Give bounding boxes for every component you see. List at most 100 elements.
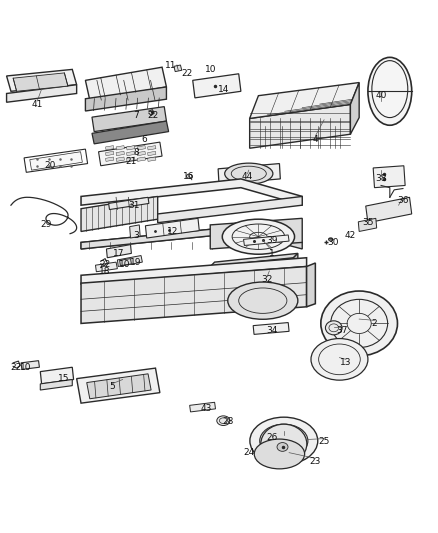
Polygon shape — [116, 157, 124, 161]
Text: 3: 3 — [133, 231, 139, 240]
Polygon shape — [85, 67, 166, 100]
Ellipse shape — [228, 282, 298, 319]
Ellipse shape — [311, 338, 368, 380]
Polygon shape — [120, 259, 131, 265]
Text: 7: 7 — [133, 111, 139, 120]
Polygon shape — [81, 226, 241, 249]
Ellipse shape — [254, 439, 305, 469]
Text: 18: 18 — [99, 267, 111, 276]
Polygon shape — [148, 151, 156, 156]
Text: 39: 39 — [266, 236, 277, 245]
Polygon shape — [250, 83, 359, 118]
Text: 2: 2 — [372, 319, 377, 328]
Polygon shape — [106, 157, 114, 161]
Polygon shape — [81, 266, 307, 324]
Text: 22: 22 — [10, 363, 21, 372]
Text: 10: 10 — [20, 363, 31, 372]
Polygon shape — [244, 235, 289, 246]
Polygon shape — [130, 225, 140, 238]
Text: 10: 10 — [205, 65, 216, 74]
Polygon shape — [137, 151, 145, 156]
Text: 8: 8 — [133, 148, 139, 157]
Polygon shape — [81, 258, 307, 284]
Text: 22: 22 — [148, 111, 159, 120]
Polygon shape — [137, 146, 145, 150]
Polygon shape — [106, 151, 114, 156]
Polygon shape — [373, 166, 405, 188]
Polygon shape — [116, 151, 124, 156]
Polygon shape — [127, 146, 135, 150]
Polygon shape — [218, 164, 280, 184]
Text: 10: 10 — [119, 260, 131, 269]
Polygon shape — [92, 121, 169, 144]
Text: 16: 16 — [183, 172, 194, 181]
Polygon shape — [99, 142, 162, 166]
Polygon shape — [366, 197, 412, 223]
Text: 4: 4 — [313, 135, 318, 144]
Text: 13: 13 — [340, 358, 352, 367]
Polygon shape — [21, 361, 39, 369]
Text: 1: 1 — [268, 249, 275, 258]
Text: 42: 42 — [345, 231, 356, 240]
Polygon shape — [127, 157, 135, 161]
Polygon shape — [148, 146, 156, 150]
Polygon shape — [87, 374, 151, 399]
Text: 19: 19 — [130, 259, 141, 268]
Text: 35: 35 — [362, 218, 374, 227]
Ellipse shape — [321, 291, 397, 356]
Text: 37: 37 — [336, 326, 347, 335]
Text: 26: 26 — [266, 433, 277, 442]
Polygon shape — [210, 219, 302, 249]
Text: 29: 29 — [40, 220, 52, 229]
Ellipse shape — [368, 58, 412, 125]
Text: 14: 14 — [218, 85, 229, 94]
Polygon shape — [210, 253, 298, 266]
Polygon shape — [7, 85, 77, 102]
Polygon shape — [145, 219, 199, 238]
Ellipse shape — [261, 424, 307, 464]
Text: 20: 20 — [45, 161, 56, 170]
Text: 12: 12 — [167, 227, 179, 236]
Polygon shape — [30, 152, 82, 170]
Polygon shape — [106, 245, 131, 258]
Text: 44: 44 — [242, 172, 253, 181]
Text: 43: 43 — [200, 405, 212, 414]
Polygon shape — [85, 87, 166, 111]
Polygon shape — [77, 368, 160, 403]
Polygon shape — [190, 402, 215, 412]
Polygon shape — [253, 322, 289, 334]
Text: 11: 11 — [165, 61, 177, 70]
Polygon shape — [210, 258, 293, 286]
Polygon shape — [174, 65, 182, 71]
Text: 5: 5 — [109, 383, 115, 391]
Polygon shape — [307, 263, 315, 307]
Polygon shape — [116, 146, 124, 150]
Ellipse shape — [250, 417, 318, 464]
Polygon shape — [92, 107, 166, 132]
Text: 34: 34 — [266, 326, 277, 335]
Text: 21: 21 — [126, 157, 137, 166]
Text: 22: 22 — [182, 69, 193, 78]
Polygon shape — [137, 157, 145, 161]
Polygon shape — [7, 69, 77, 91]
Text: 40: 40 — [375, 91, 387, 100]
Polygon shape — [81, 197, 158, 231]
Text: 22: 22 — [99, 260, 111, 269]
Text: 15: 15 — [58, 374, 69, 383]
Ellipse shape — [222, 219, 294, 254]
Text: 28: 28 — [222, 417, 233, 426]
Ellipse shape — [225, 163, 273, 184]
Ellipse shape — [260, 424, 308, 457]
Polygon shape — [293, 253, 298, 278]
Polygon shape — [95, 262, 117, 272]
Text: 32: 32 — [261, 275, 273, 284]
Polygon shape — [193, 74, 241, 98]
Text: 23: 23 — [310, 457, 321, 466]
Polygon shape — [250, 104, 350, 148]
Text: 41: 41 — [32, 100, 43, 109]
Text: 38: 38 — [375, 174, 387, 183]
Text: 24: 24 — [243, 448, 254, 457]
Polygon shape — [158, 197, 302, 223]
Ellipse shape — [217, 416, 230, 425]
Polygon shape — [40, 367, 74, 384]
